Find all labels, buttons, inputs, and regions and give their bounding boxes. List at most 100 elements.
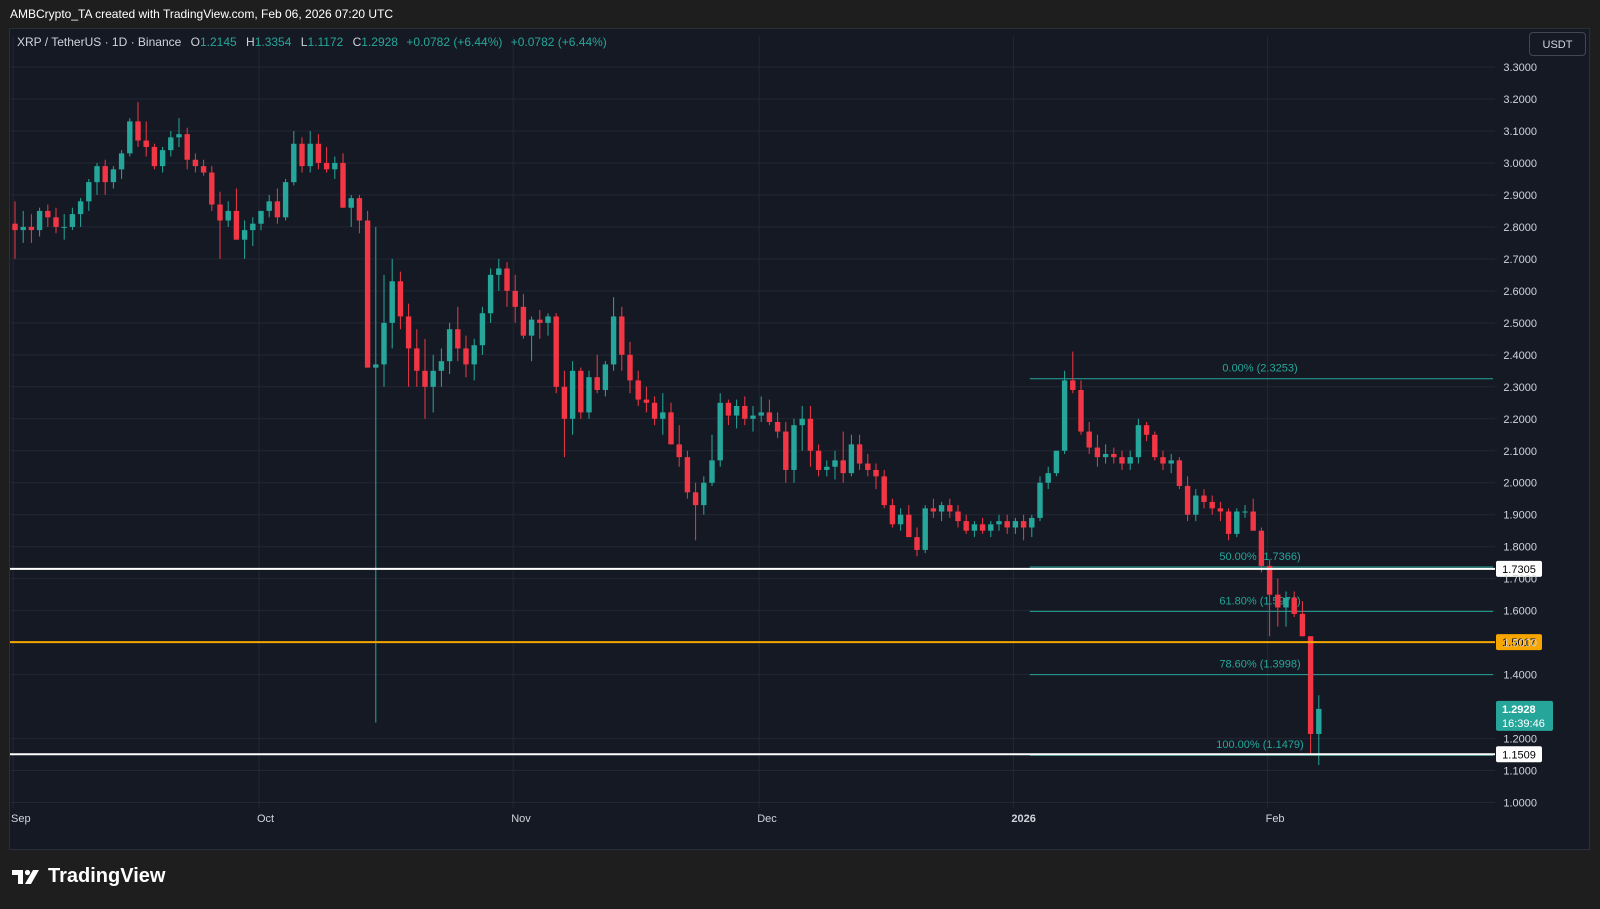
candle-body xyxy=(684,457,691,493)
candle-body xyxy=(200,166,207,173)
candle-body xyxy=(553,316,559,387)
candle-body xyxy=(250,223,256,231)
y-tick-label: 2.9000 xyxy=(1503,190,1537,202)
symbol-name[interactable]: XRP / TetherUS · 1D · Binance xyxy=(17,35,182,49)
candle-body xyxy=(815,450,822,470)
candle-body xyxy=(717,402,723,461)
candle-body xyxy=(668,412,674,445)
candle-body xyxy=(274,201,281,218)
candle-body xyxy=(135,121,141,141)
candle-body xyxy=(578,370,584,413)
candle-body xyxy=(340,162,346,208)
candle-body xyxy=(1316,708,1322,734)
candle-body xyxy=(832,460,838,467)
y-tick-label: 3.1000 xyxy=(1503,126,1537,138)
candle-body xyxy=(1160,457,1166,464)
x-tick-label: Sep xyxy=(11,813,31,825)
candle-body xyxy=(692,492,699,506)
candle-body xyxy=(479,313,486,346)
candle-body xyxy=(77,201,84,215)
candle-body xyxy=(545,316,551,323)
fib-level-label: 0.00% (2.3253) xyxy=(1222,363,1297,375)
candle-body xyxy=(1012,521,1019,528)
candle-body xyxy=(463,348,469,365)
candle-body xyxy=(963,521,969,531)
price-tag-box xyxy=(1496,746,1542,763)
candle-body xyxy=(750,415,756,419)
candle-body xyxy=(1250,511,1256,531)
close-value: 1.2928 xyxy=(361,35,398,49)
candle-body xyxy=(1299,613,1306,637)
candle-body xyxy=(1225,511,1232,534)
candle-body xyxy=(1234,511,1240,534)
candle-body xyxy=(102,166,108,183)
candle-body xyxy=(405,316,412,349)
candle-body xyxy=(569,370,576,419)
candle-body xyxy=(906,514,912,538)
y-tick-label: 3.2000 xyxy=(1503,94,1537,106)
currency-button[interactable]: USDT xyxy=(1529,32,1586,56)
candle-body xyxy=(36,210,43,231)
candle-body xyxy=(1029,517,1035,528)
candle-body xyxy=(28,226,35,231)
candle-body xyxy=(307,143,313,167)
price-tag-label: 1.7305 xyxy=(1502,564,1536,576)
candle-body xyxy=(176,134,182,138)
candle-body xyxy=(127,121,133,154)
candle-body xyxy=(266,201,272,211)
candle-body xyxy=(1176,460,1183,486)
candle-body xyxy=(955,511,961,522)
candle-body xyxy=(471,345,477,365)
candle-body xyxy=(389,281,395,323)
x-tick-label: Nov xyxy=(511,813,531,825)
candle-body xyxy=(619,316,625,355)
candle-body xyxy=(1037,482,1043,518)
candle-body xyxy=(602,364,609,390)
price-tag-box xyxy=(1496,634,1542,651)
candle-body xyxy=(397,281,404,317)
low-label: L xyxy=(300,35,308,49)
candle-body xyxy=(914,537,920,550)
y-tick-label: 2.6000 xyxy=(1503,286,1537,298)
chart-caption: AMBCrypto_TA created with TradingView.co… xyxy=(10,7,394,21)
candle-body xyxy=(446,329,453,362)
candle-body xyxy=(61,226,67,228)
candle-body xyxy=(94,166,100,183)
high-value: 1.3354 xyxy=(254,35,292,49)
candle-body xyxy=(758,412,764,416)
candle-body xyxy=(1102,453,1109,458)
candle-body xyxy=(897,514,904,525)
candle-body xyxy=(209,172,215,205)
candle-body xyxy=(766,412,773,422)
candle-body xyxy=(938,505,945,512)
candle-body xyxy=(996,521,1002,525)
candle-body xyxy=(414,348,420,371)
candle-body xyxy=(1135,425,1142,458)
candle-body xyxy=(848,444,855,474)
candle-body xyxy=(1307,636,1314,734)
candle-body xyxy=(856,444,863,464)
candle-body xyxy=(594,377,600,390)
chart-panel[interactable] xyxy=(9,28,1590,850)
candle-body xyxy=(86,182,92,202)
y-tick-label: 1.2000 xyxy=(1503,734,1537,746)
candle-body xyxy=(635,380,641,400)
candle-body xyxy=(979,524,986,531)
y-tick-label: 2.1000 xyxy=(1503,446,1537,458)
candle-body xyxy=(69,214,76,227)
y-tick-label: 1.5000 xyxy=(1503,638,1537,650)
x-tick-label: Oct xyxy=(257,813,274,825)
candle-body xyxy=(1061,380,1068,451)
tradingview-logo[interactable]: TradingView xyxy=(12,865,165,888)
candle-body xyxy=(192,159,199,167)
candle-body xyxy=(496,268,502,275)
candle-body xyxy=(1053,450,1060,474)
high-label: H xyxy=(246,35,255,49)
x-tick-label: 2026 xyxy=(1011,813,1035,825)
candle-body xyxy=(1152,434,1158,458)
candle-body xyxy=(1143,425,1150,435)
candle-body xyxy=(1094,447,1101,458)
candle-body xyxy=(143,140,149,147)
candle-body xyxy=(1275,594,1281,608)
